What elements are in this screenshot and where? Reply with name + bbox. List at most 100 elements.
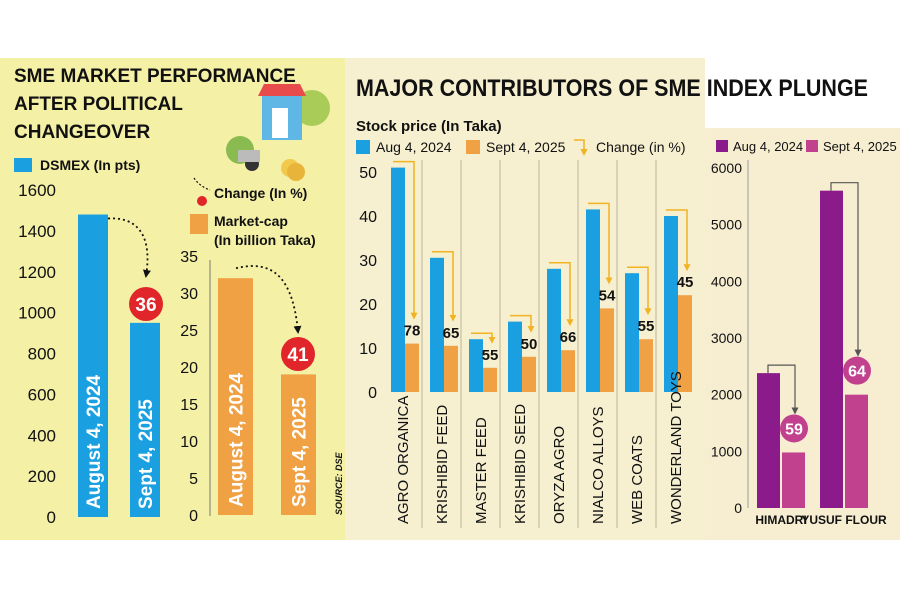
- mid-legend-a-swatch: [356, 140, 370, 154]
- contrib-change-value: 65: [443, 325, 460, 342]
- contrib-change-value: 54: [599, 287, 616, 304]
- shop-illustration: [226, 84, 330, 181]
- dsmex-change-value: 36: [135, 295, 156, 316]
- dsmex-ytick: 1600: [18, 181, 56, 200]
- mcap-ytick: 10: [180, 434, 198, 451]
- large-bar-aug: [820, 190, 843, 508]
- contrib-change-value: 66: [560, 329, 577, 346]
- contrib-bar-aug: [664, 216, 678, 392]
- dsmex-ytick: 800: [28, 345, 56, 364]
- dsmex-ytick: 400: [28, 426, 56, 445]
- contrib-bar-aug: [508, 321, 522, 392]
- contrib-category-label: AGRO ORGANICA: [395, 396, 412, 524]
- contrib-change-value: 45: [677, 274, 694, 291]
- dsmex-bar: [78, 214, 108, 517]
- contrib-change-value: 78: [404, 323, 421, 340]
- mcap-change-arrow: [235, 265, 302, 334]
- right-legend-b-swatch: [806, 140, 818, 152]
- dsmex-bar: [130, 322, 160, 517]
- large-change-arrow: [767, 364, 799, 415]
- contrib-bar-aug: [430, 257, 444, 392]
- legend-dsmex-swatch: [14, 158, 32, 172]
- contrib-ytick: 0: [368, 385, 377, 402]
- contrib-change-arrow: [432, 251, 457, 322]
- mcap-bar-label: Sept 4, 2025: [290, 397, 311, 507]
- mid-legend-change-icon: [574, 139, 588, 156]
- contrib-bar-aug: [469, 339, 483, 392]
- contrib-bar-sept: [600, 308, 614, 392]
- mid-legend-b-swatch: [466, 140, 480, 154]
- contrib-change-value: 50: [521, 336, 538, 353]
- mcap-ytick: 25: [180, 323, 198, 340]
- contrib-ytick: 30: [359, 253, 377, 270]
- legend-mcap-swatch: [190, 214, 208, 234]
- mcap-ytick: 30: [180, 286, 198, 303]
- contrib-bar-sept: [522, 356, 536, 392]
- mcap-ytick: 20: [180, 360, 198, 377]
- dsmex-change-badge: [129, 287, 163, 321]
- legend-change-label: Change (In %): [214, 185, 307, 201]
- mid-legend-b-label: Sept 4, 2025: [486, 139, 566, 155]
- legend-change-arrow: [193, 177, 211, 191]
- large-ytick: 3000: [711, 330, 742, 346]
- dsmex-ytick: 1000: [18, 304, 56, 323]
- contrib-ytick: 20: [359, 297, 377, 314]
- contrib-change-arrow: [627, 266, 652, 316]
- dsmex-ytick: 0: [47, 508, 56, 527]
- middle-title: MAJOR CONTRIBUTORS OF SME INDEX PLUNGE: [356, 75, 868, 102]
- mcap-ytick: 35: [180, 249, 198, 266]
- dsmex-bar-label: August 4, 2024: [84, 374, 105, 509]
- source-label: SOURCE: DSE: [334, 451, 344, 515]
- contrib-bar-aug: [391, 167, 405, 392]
- contrib-change-arrow: [666, 209, 691, 272]
- legend-mcap-label-2: (In billion Taka): [214, 232, 316, 248]
- right-legend-a-label: Aug 4, 2024: [733, 139, 803, 154]
- left-title: SME MARKET PERFORMANCE AFTER POLITICAL C…: [14, 66, 296, 143]
- large-ytick: 0: [734, 500, 742, 516]
- contrib-change-arrow: [549, 262, 574, 327]
- contrib-bar-aug: [547, 268, 561, 392]
- middle-subtitle: Stock price (In Taka): [356, 118, 502, 135]
- legend-mcap-label-1: Market-cap: [214, 213, 288, 229]
- contrib-category-label: ORYZA AGRO: [551, 426, 568, 524]
- contrib-change-value: 55: [638, 318, 655, 335]
- contrib-change-arrow: [510, 314, 535, 333]
- mcap-ytick: 0: [189, 508, 198, 525]
- legend-dsmex-label: DSMEX (In pts): [40, 157, 140, 173]
- left-title-line-2: AFTER POLITICAL: [14, 94, 183, 115]
- large-bar-sept: [782, 452, 805, 508]
- contrib-bar-aug: [625, 273, 639, 392]
- contrib-change-arrow: [588, 202, 613, 285]
- dsmex-ytick: 200: [28, 467, 56, 486]
- mcap-change-value: 41: [287, 345, 309, 366]
- dsmex-ytick: 600: [28, 385, 56, 404]
- mcap-change-badge: [281, 337, 315, 371]
- contrib-change-value: 55: [482, 347, 499, 364]
- large-category-label: HIMADRI: [755, 513, 806, 527]
- large-change-value: 64: [848, 364, 866, 381]
- contrib-category-label: WEB COATS: [629, 435, 646, 524]
- dsmex-change-arrow: [107, 217, 151, 278]
- mid-legend-change-label: Change (in %): [596, 139, 686, 155]
- mcap-ytick: 15: [180, 397, 198, 414]
- large-change-badge: [780, 414, 808, 443]
- dsmex-bar-label: Sept 4, 2025: [136, 399, 157, 509]
- contrib-bar-sept: [639, 339, 653, 392]
- large-ytick: 5000: [711, 217, 742, 233]
- large-change-value: 59: [785, 421, 803, 438]
- large-ytick: 6000: [711, 160, 742, 176]
- large-category-label: YUSUF FLOUR: [801, 513, 887, 527]
- contrib-change-arrow: [471, 332, 496, 344]
- left-title-line-3: CHANGEOVER: [14, 122, 150, 143]
- large-ytick: 1000: [711, 443, 742, 459]
- contrib-bar-sept: [483, 367, 497, 392]
- contrib-change-arrow: [393, 160, 418, 320]
- large-ytick: 4000: [711, 273, 742, 289]
- contrib-category-label: WONDERLAND TOYS: [668, 371, 685, 524]
- legend-change-dot: [197, 196, 207, 206]
- large-change-badge: [843, 356, 871, 385]
- mcap-bar: [281, 374, 316, 515]
- large-ytick: 2000: [711, 387, 742, 403]
